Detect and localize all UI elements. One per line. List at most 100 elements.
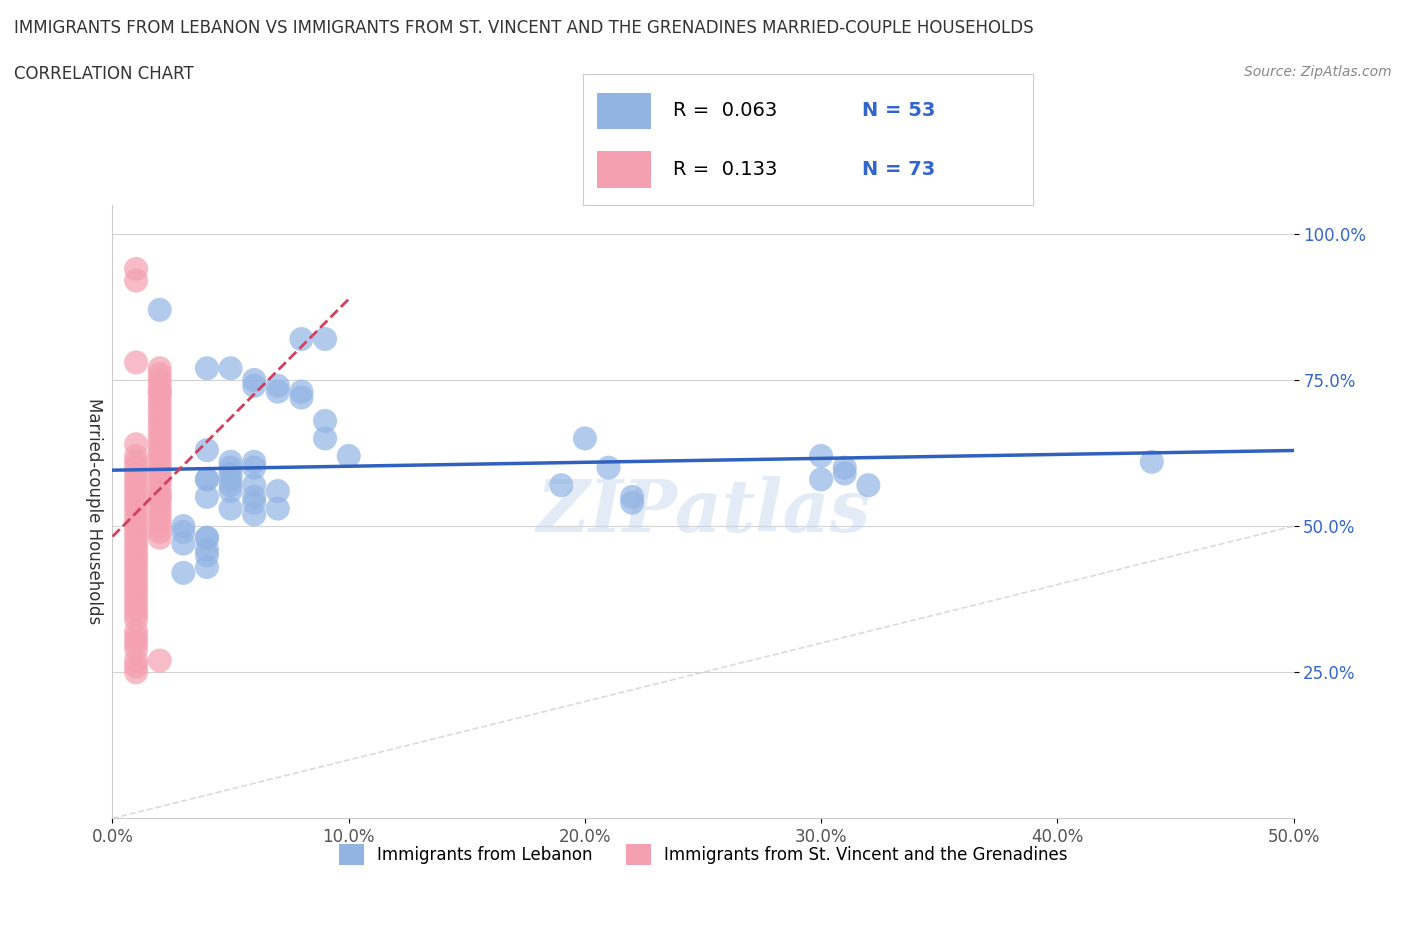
Immigrants from Lebanon	[314, 332, 336, 347]
FancyBboxPatch shape	[598, 152, 651, 188]
Immigrants from Lebanon	[219, 501, 242, 516]
Immigrants from Lebanon	[858, 478, 880, 493]
Text: ZIPatlas: ZIPatlas	[536, 476, 870, 547]
Immigrants from Lebanon	[243, 478, 266, 493]
Immigrants from Lebanon	[195, 361, 218, 376]
Immigrants from Lebanon	[243, 379, 266, 393]
Immigrants from Lebanon	[219, 466, 242, 481]
Immigrants from St. Vincent and the Grenadines	[125, 261, 148, 276]
Immigrants from Lebanon	[834, 460, 856, 475]
Immigrants from St. Vincent and the Grenadines	[149, 443, 172, 458]
Immigrants from Lebanon	[219, 455, 242, 470]
Immigrants from St. Vincent and the Grenadines	[149, 519, 172, 534]
Immigrants from Lebanon	[149, 302, 172, 317]
Immigrants from St. Vincent and the Grenadines	[125, 583, 148, 598]
Immigrants from St. Vincent and the Grenadines	[125, 519, 148, 534]
Immigrants from St. Vincent and the Grenadines	[125, 589, 148, 604]
Immigrants from St. Vincent and the Grenadines	[149, 414, 172, 429]
Immigrants from Lebanon	[621, 489, 644, 504]
Immigrants from Lebanon	[243, 455, 266, 470]
Immigrants from St. Vincent and the Grenadines	[149, 379, 172, 393]
Immigrants from St. Vincent and the Grenadines	[125, 496, 148, 511]
Immigrants from St. Vincent and the Grenadines	[149, 496, 172, 511]
Immigrants from Lebanon	[195, 542, 218, 557]
Immigrants from Lebanon	[550, 478, 572, 493]
Immigrants from St. Vincent and the Grenadines	[125, 355, 148, 370]
Immigrants from Lebanon	[290, 332, 312, 347]
Immigrants from Lebanon	[267, 501, 290, 516]
Immigrants from St. Vincent and the Grenadines	[149, 530, 172, 545]
Immigrants from Lebanon	[195, 548, 218, 563]
Text: N = 53: N = 53	[862, 101, 936, 120]
Immigrants from St. Vincent and the Grenadines	[125, 489, 148, 504]
Immigrants from Lebanon	[337, 448, 360, 463]
Text: IMMIGRANTS FROM LEBANON VS IMMIGRANTS FROM ST. VINCENT AND THE GRENADINES MARRIE: IMMIGRANTS FROM LEBANON VS IMMIGRANTS FR…	[14, 19, 1033, 36]
Immigrants from Lebanon	[195, 472, 218, 486]
Immigrants from St. Vincent and the Grenadines	[125, 501, 148, 516]
Immigrants from St. Vincent and the Grenadines	[125, 630, 148, 644]
Immigrants from St. Vincent and the Grenadines	[125, 560, 148, 575]
Immigrants from Lebanon	[314, 431, 336, 445]
Immigrants from St. Vincent and the Grenadines	[149, 489, 172, 504]
Text: N = 73: N = 73	[862, 160, 935, 179]
Immigrants from St. Vincent and the Grenadines	[149, 507, 172, 522]
Immigrants from Lebanon	[219, 472, 242, 486]
Text: Source: ZipAtlas.com: Source: ZipAtlas.com	[1244, 65, 1392, 79]
Immigrants from Lebanon	[172, 565, 194, 580]
Immigrants from Lebanon	[219, 460, 242, 475]
Immigrants from St. Vincent and the Grenadines	[125, 548, 148, 563]
Immigrants from St. Vincent and the Grenadines	[149, 501, 172, 516]
Immigrants from Lebanon	[267, 384, 290, 399]
Immigrants from St. Vincent and the Grenadines	[149, 448, 172, 463]
Immigrants from St. Vincent and the Grenadines	[125, 455, 148, 470]
Immigrants from Lebanon	[243, 489, 266, 504]
Immigrants from St. Vincent and the Grenadines	[149, 455, 172, 470]
Immigrants from St. Vincent and the Grenadines	[125, 601, 148, 616]
Text: R =  0.063: R = 0.063	[673, 101, 778, 120]
Immigrants from St. Vincent and the Grenadines	[125, 460, 148, 475]
Immigrants from Lebanon	[219, 484, 242, 498]
Immigrants from St. Vincent and the Grenadines	[125, 578, 148, 592]
Immigrants from Lebanon	[810, 472, 832, 486]
Immigrants from St. Vincent and the Grenadines	[125, 606, 148, 621]
Immigrants from St. Vincent and the Grenadines	[125, 594, 148, 609]
Immigrants from Lebanon	[195, 443, 218, 458]
Immigrants from Lebanon	[267, 379, 290, 393]
Legend: Immigrants from Lebanon, Immigrants from St. Vincent and the Grenadines: Immigrants from Lebanon, Immigrants from…	[332, 838, 1074, 871]
Immigrants from St. Vincent and the Grenadines	[149, 390, 172, 405]
Immigrants from Lebanon	[172, 537, 194, 551]
Immigrants from St. Vincent and the Grenadines	[125, 565, 148, 580]
Immigrants from Lebanon	[195, 489, 218, 504]
Immigrants from Lebanon	[243, 373, 266, 388]
Immigrants from Lebanon	[834, 466, 856, 481]
Immigrants from St. Vincent and the Grenadines	[125, 542, 148, 557]
Immigrants from Lebanon	[243, 496, 266, 511]
Immigrants from St. Vincent and the Grenadines	[149, 653, 172, 668]
Y-axis label: Married-couple Households: Married-couple Households	[84, 398, 103, 625]
Immigrants from St. Vincent and the Grenadines	[125, 507, 148, 522]
Immigrants from St. Vincent and the Grenadines	[125, 512, 148, 527]
Immigrants from St. Vincent and the Grenadines	[149, 460, 172, 475]
Immigrants from St. Vincent and the Grenadines	[149, 437, 172, 452]
Immigrants from St. Vincent and the Grenadines	[125, 437, 148, 452]
Immigrants from Lebanon	[810, 448, 832, 463]
Immigrants from St. Vincent and the Grenadines	[149, 402, 172, 417]
Immigrants from St. Vincent and the Grenadines	[125, 537, 148, 551]
Immigrants from St. Vincent and the Grenadines	[149, 472, 172, 486]
Immigrants from Lebanon	[1140, 455, 1163, 470]
Immigrants from St. Vincent and the Grenadines	[149, 361, 172, 376]
Immigrants from St. Vincent and the Grenadines	[125, 642, 148, 657]
Immigrants from St. Vincent and the Grenadines	[149, 466, 172, 481]
Immigrants from St. Vincent and the Grenadines	[149, 484, 172, 498]
Immigrants from Lebanon	[290, 390, 312, 405]
Immigrants from Lebanon	[243, 460, 266, 475]
Immigrants from St. Vincent and the Grenadines	[125, 484, 148, 498]
Immigrants from St. Vincent and the Grenadines	[125, 665, 148, 680]
Immigrants from Lebanon	[574, 431, 596, 445]
Immigrants from Lebanon	[314, 414, 336, 429]
Immigrants from Lebanon	[598, 460, 620, 475]
Immigrants from St. Vincent and the Grenadines	[149, 478, 172, 493]
Immigrants from St. Vincent and the Grenadines	[125, 466, 148, 481]
Immigrants from St. Vincent and the Grenadines	[149, 396, 172, 411]
Immigrants from Lebanon	[219, 361, 242, 376]
